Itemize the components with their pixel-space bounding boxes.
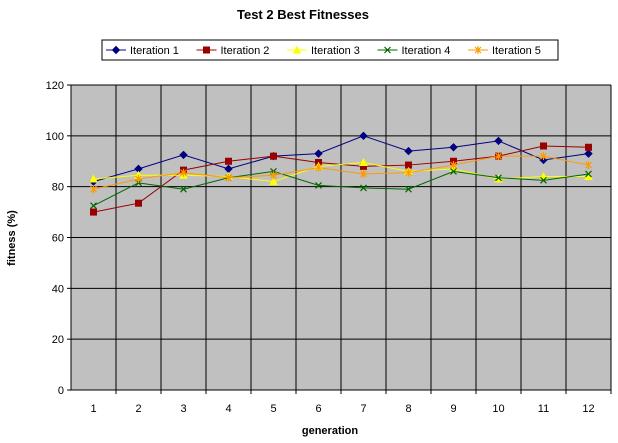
data-point (494, 136, 503, 146)
legend-label: Iteration 4 (402, 45, 451, 57)
legend-marker (384, 46, 391, 54)
legend-box (101, 39, 559, 61)
data-point (450, 161, 457, 170)
data-point (314, 149, 323, 158)
data-point (405, 185, 412, 193)
data-point (315, 163, 322, 172)
series-line (93, 170, 589, 207)
series-5 (90, 152, 592, 194)
data-point (135, 175, 142, 184)
y-tick-label: 100 (46, 131, 64, 143)
x-tick-label: 4 (225, 403, 231, 415)
legend-marker (292, 45, 302, 54)
data-point (495, 152, 502, 161)
series-line (93, 135, 589, 183)
data-point (360, 184, 367, 192)
x-tick-label: 8 (405, 403, 411, 415)
legend-label: Iteration 5 (492, 45, 541, 57)
legend-marker (474, 46, 482, 54)
legend-label: Iteration 3 (311, 45, 360, 57)
legend-entry: Iteration 1 (106, 45, 179, 57)
x-tick-label: 9 (450, 403, 456, 415)
y-tick-label: 80 (52, 182, 64, 194)
x-tick-label: 11 (538, 403, 549, 415)
y-tick-label: 40 (52, 283, 64, 295)
data-point (269, 177, 278, 186)
data-point (449, 143, 458, 152)
data-point (540, 142, 547, 150)
data-point (90, 202, 97, 210)
legend-entry: Iteration 4 (377, 45, 451, 57)
legend-marker (203, 46, 210, 54)
data-point (360, 169, 367, 178)
legend-entry: Iteration 5 (468, 45, 541, 57)
legend-label: Iteration 1 (130, 45, 179, 57)
data-point (405, 168, 412, 177)
legend-entry: Iteration 2 (196, 45, 270, 57)
series-layer (89, 131, 593, 216)
legend: Iteration 1 Iteration 2 Iteration 3 Iterati… (101, 39, 559, 61)
data-point (90, 208, 97, 216)
x-tick-label: 1 (90, 403, 96, 415)
series-line (93, 155, 589, 190)
x-tick-label: 12 (582, 403, 594, 415)
data-point (404, 146, 413, 156)
data-point (584, 149, 593, 158)
y-tick-label: 0 (58, 385, 64, 397)
legend-marker (111, 45, 121, 55)
data-point (540, 152, 547, 161)
data-point (540, 176, 547, 184)
x-tick-label: 10 (492, 403, 504, 415)
data-point (359, 131, 368, 141)
data-point (270, 171, 277, 180)
series-1 (89, 131, 593, 186)
data-point (225, 157, 232, 165)
data-point (270, 152, 277, 160)
data-point (450, 167, 457, 175)
legend-entry: Iteration 3 (287, 45, 360, 57)
x-tick-label: 6 (315, 403, 321, 415)
y-axis-label: fitness (%) (6, 210, 18, 266)
chart-title: Test 2 Best Fitnesses (237, 7, 369, 22)
y-tick-label: 60 (52, 233, 64, 245)
data-point (225, 173, 232, 182)
data-point (180, 185, 187, 193)
data-point (90, 185, 97, 194)
x-tick-label: 2 (135, 403, 141, 415)
data-point (315, 181, 322, 189)
data-point (585, 170, 592, 178)
data-point (495, 174, 502, 182)
data-point (180, 168, 187, 177)
data-point (585, 143, 592, 151)
data-point (135, 199, 142, 207)
y-tick-label: 20 (52, 334, 64, 346)
legend-label: Iteration 2 (221, 45, 270, 57)
x-tick-label: 5 (270, 403, 276, 415)
data-point (585, 161, 592, 170)
x-axis-label: generation (302, 425, 359, 437)
x-tick-label: 7 (360, 403, 366, 415)
data-point (89, 174, 98, 183)
x-tick-label: 3 (180, 403, 186, 415)
y-tick-label: 120 (46, 80, 64, 92)
data-point (179, 150, 188, 160)
data-point (359, 157, 368, 167)
